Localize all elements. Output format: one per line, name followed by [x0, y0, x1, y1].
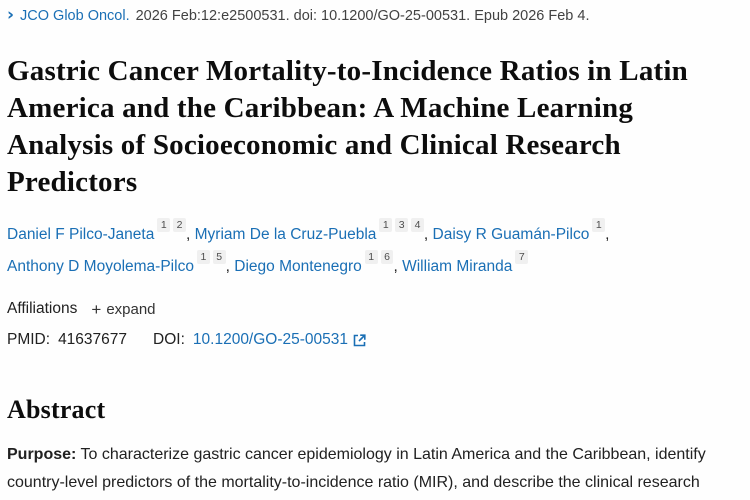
- pmid-value: 41637677: [58, 331, 128, 349]
- abstract-heading: Abstract: [7, 395, 106, 425]
- expand-label: expand: [106, 300, 156, 318]
- identifiers-row: PMID: 41637677 DOI: 10.1200/GO-25-00531: [7, 331, 740, 349]
- affiliation-badge[interactable]: 4: [411, 217, 424, 233]
- author-separator: ,: [225, 258, 230, 276]
- abstract-purpose-paragraph: Purpose: To characterize gastric cancer …: [7, 441, 731, 500]
- author-separator: ,: [423, 226, 429, 244]
- affiliation-badge[interactable]: 2: [173, 217, 187, 233]
- author-link[interactable]: Anthony D Moyolema-Pilco: [7, 258, 194, 276]
- pmid-label: PMID:: [7, 331, 51, 349]
- affiliation-badge[interactable]: 5: [212, 250, 226, 265]
- affiliation-badge[interactable]: 1: [157, 217, 171, 233]
- author-separator: ,: [186, 226, 191, 244]
- affiliation-badge[interactable]: 1: [592, 217, 606, 233]
- article-title: Gastric Cancer Mortality-to-Incidence Ra…: [7, 54, 688, 199]
- journal-citation-bar: › JCO Glob Oncol. 2026 Feb:12:e2500531. …: [7, 4, 740, 26]
- authors-list: Daniel F Pilco-Janeta1 2, Myriam De la Cr…: [7, 217, 667, 281]
- journal-link[interactable]: JCO Glob Oncol.: [20, 8, 130, 24]
- author-separator: ,: [605, 226, 610, 244]
- doi-link[interactable]: 10.1200/GO-25-00531: [193, 331, 366, 349]
- affiliations-expand-button[interactable]: + expand: [91, 301, 155, 318]
- affiliation-badge[interactable]: 6: [380, 250, 394, 265]
- author: Daniel F Pilco-Janeta1 2,: [7, 217, 191, 244]
- author-link[interactable]: Daisy R Guamán-Pilco: [432, 226, 590, 244]
- affiliation-badge[interactable]: 1: [196, 250, 210, 265]
- purpose-label: Purpose:: [7, 446, 77, 464]
- doi-value: 10.1200/GO-25-00531: [192, 331, 349, 349]
- affiliations-row: Affiliations + expand: [7, 300, 740, 318]
- affiliation-badge[interactable]: 3: [395, 217, 409, 233]
- affiliation-badge[interactable]: 1: [379, 217, 393, 233]
- external-link-icon: [353, 334, 366, 347]
- author: William Miranda7: [402, 250, 529, 276]
- author-link[interactable]: Diego Montenegro: [234, 258, 362, 276]
- chevron-right-icon[interactable]: ›: [7, 4, 15, 25]
- author-separator: ,: [393, 258, 398, 276]
- affiliation-badge[interactable]: 1: [364, 250, 378, 265]
- purpose-text: To characterize gastric cancer epidemiol…: [7, 446, 706, 491]
- plus-icon: +: [91, 299, 102, 319]
- author: Anthony D Moyolema-Pilco1 5,: [7, 250, 230, 276]
- author: Diego Montenegro1 6,: [234, 250, 398, 276]
- affiliation-badge[interactable]: 7: [515, 250, 529, 265]
- doi-label: DOI:: [153, 331, 185, 349]
- citation-text: 2026 Feb:12:e2500531. doi: 10.1200/GO-25…: [135, 8, 590, 24]
- author: Myriam De la Cruz-Puebla1 3 4,: [194, 217, 429, 244]
- affiliations-label: Affiliations: [7, 300, 78, 318]
- author: Daisy R Guamán-Pilco1,: [432, 217, 610, 244]
- author-link[interactable]: William Miranda: [402, 258, 513, 276]
- author-link[interactable]: Daniel F Pilco-Janeta: [7, 226, 155, 244]
- author-link[interactable]: Myriam De la Cruz-Puebla: [194, 226, 377, 244]
